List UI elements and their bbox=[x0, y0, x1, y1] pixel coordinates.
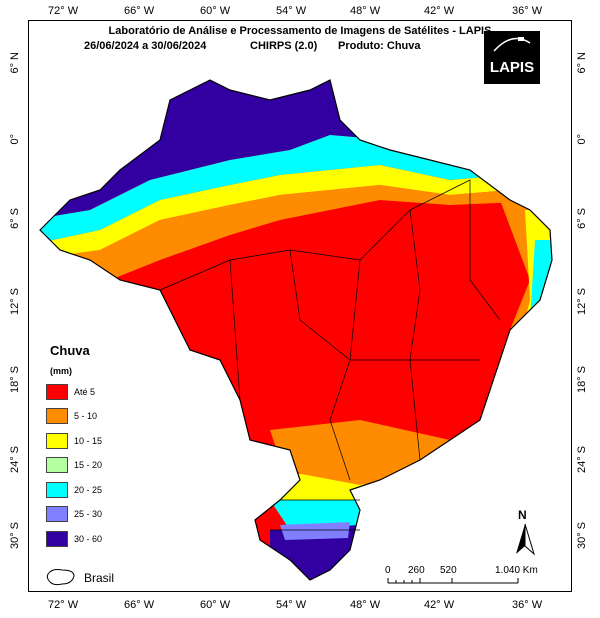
map-dataset: CHIRPS (2.0) bbox=[250, 40, 318, 52]
lat-tick: 12° S bbox=[9, 288, 21, 316]
lat-tick: 0° bbox=[576, 134, 588, 145]
lat-tick: 6° N bbox=[576, 52, 588, 74]
legend-swatch bbox=[46, 530, 68, 547]
lat-tick: 0° bbox=[9, 134, 21, 145]
legend-label: 25 - 30 bbox=[74, 509, 103, 519]
legend-item: 10 - 15 bbox=[46, 432, 102, 449]
lon-tick: 66° W bbox=[124, 599, 155, 611]
scale-bar bbox=[387, 578, 519, 584]
legend-label: 20 - 25 bbox=[74, 484, 103, 495]
brasil-boundary-icon bbox=[46, 569, 75, 586]
legend-label: 10 - 15 bbox=[74, 435, 103, 446]
lon-tick: 36° W bbox=[512, 5, 543, 17]
lon-tick: 48° W bbox=[350, 599, 381, 611]
lon-tick: 72° W bbox=[48, 5, 79, 17]
lon-tick: 72° W bbox=[48, 599, 79, 611]
legend-title: Chuva bbox=[50, 343, 90, 358]
legend-label: Até 5 bbox=[74, 386, 96, 397]
lapis-logo: LAPIS bbox=[484, 31, 540, 84]
lat-tick: 24° S bbox=[576, 446, 588, 474]
scale-label: 520 bbox=[440, 565, 457, 576]
lat-tick: 6° S bbox=[576, 208, 588, 229]
state-borders bbox=[159, 179, 501, 531]
lat-tick: 18° S bbox=[576, 366, 588, 394]
legend-swatch bbox=[46, 432, 68, 449]
lat-tick: 6° N bbox=[9, 52, 21, 74]
legend-swatch bbox=[46, 408, 68, 424]
north-label: N bbox=[518, 508, 527, 522]
lon-tick: 54° W bbox=[276, 599, 307, 611]
zone-south-5-10 bbox=[270, 420, 450, 490]
lat-tick: 6° S bbox=[9, 208, 21, 229]
north-arrow-icon bbox=[516, 523, 535, 556]
legend-item: 30 - 60 bbox=[46, 530, 102, 547]
legend-swatch bbox=[46, 383, 68, 400]
map-period: 26/06/2024 a 30/06/2024 bbox=[84, 40, 207, 52]
legend-item: Até 5 bbox=[46, 383, 95, 400]
legend-label: 5 - 10 bbox=[74, 411, 98, 421]
map-title: Laboratório de Análise e Processamento d… bbox=[108, 25, 492, 37]
lon-tick: 42° W bbox=[424, 5, 455, 17]
legend-label: 30 - 60 bbox=[74, 533, 103, 544]
zone-south-25-30 bbox=[280, 522, 350, 540]
lat-tick: 30° S bbox=[9, 522, 21, 550]
lat-tick: 24° S bbox=[9, 446, 21, 474]
legend-swatch bbox=[46, 457, 68, 473]
scale-label: 1.040 Km bbox=[495, 565, 538, 576]
legend-label: 15 - 20 bbox=[74, 460, 103, 470]
zone-10-15 bbox=[40, 165, 552, 260]
legend-swatch bbox=[46, 506, 68, 522]
map-product: Produto: Chuva bbox=[338, 40, 421, 52]
lon-tick: 48° W bbox=[350, 5, 381, 17]
zone-20-25 bbox=[40, 135, 552, 245]
legend-unit: (mm) bbox=[50, 366, 72, 376]
lat-tick: 18° S bbox=[9, 366, 21, 394]
rainfall-map bbox=[39, 79, 553, 581]
lon-tick: 54° W bbox=[276, 5, 307, 17]
lapis-logo-text: LAPIS bbox=[489, 59, 535, 76]
legend-item: 5 - 10 bbox=[46, 408, 97, 425]
map-frame bbox=[28, 20, 572, 592]
scale-label: 260 bbox=[408, 565, 425, 576]
legend-item: 25 - 30 bbox=[46, 506, 102, 523]
lat-tick: 30° S bbox=[576, 522, 588, 550]
scale-label: 0 bbox=[385, 565, 391, 576]
lon-tick: 60° W bbox=[200, 599, 231, 611]
lon-tick: 42° W bbox=[424, 599, 455, 611]
brazil-outline bbox=[39, 79, 553, 581]
lat-tick: 12° S bbox=[576, 288, 588, 316]
legend-swatch bbox=[46, 481, 68, 498]
lon-tick: 60° W bbox=[200, 5, 231, 17]
legend-item: 15 - 20 bbox=[46, 457, 102, 474]
legend-item: 20 - 25 bbox=[46, 481, 102, 498]
lon-tick: 66° W bbox=[124, 5, 155, 17]
lon-tick: 36° W bbox=[512, 599, 543, 611]
brasil-boundary-label: Brasil bbox=[84, 571, 115, 585]
